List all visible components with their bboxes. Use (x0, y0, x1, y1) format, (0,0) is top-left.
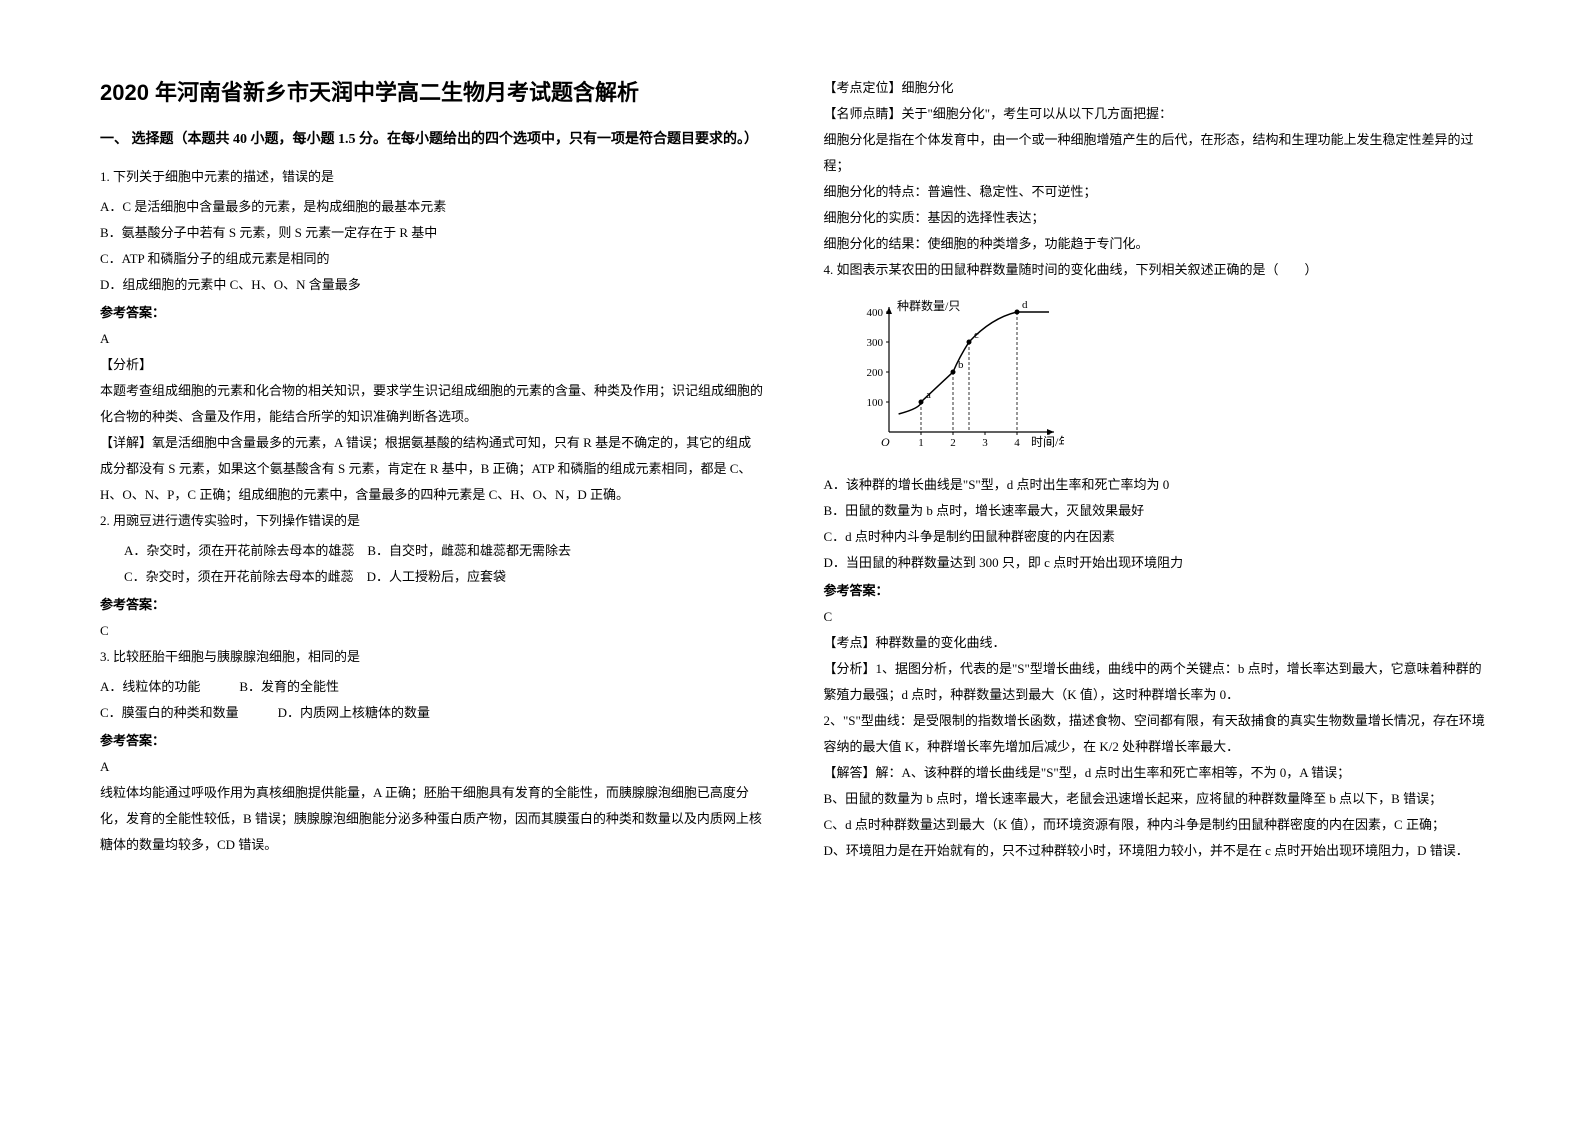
q3-options-ab: A．线粒体的功能 B．发育的全能性 (100, 674, 764, 700)
q2-stem: 2. 用豌豆进行遗传实验时，下列操作错误的是 (100, 508, 764, 534)
q4-l1: 【考点】种群数量的变化曲线． (824, 630, 1488, 656)
q4-l5: B、田鼠的数量为 b 点时，增长速率最大，老鼠会迅速增长起来，应将鼠的种群数量降… (824, 786, 1488, 812)
q4-option-b: B．田鼠的数量为 b 点时，增长速率最大，灭鼠效果最好 (824, 498, 1488, 524)
svg-text:4: 4 (1014, 437, 1020, 449)
q2-answer-label: 参考答案： (100, 592, 764, 618)
q1-option-d: D．组成细胞的元素中 C、H、O、N 含量最多 (100, 272, 764, 298)
col2-l3: 细胞分化是指在个体发育中，由一个或一种细胞增殖产生的后代，在形态，结构和生理功能… (824, 127, 1488, 179)
svg-text:400: 400 (866, 307, 883, 319)
q3-stem: 3. 比较胚胎干细胞与胰腺腺泡细胞，相同的是 (100, 644, 764, 670)
q3-answer: A (100, 754, 764, 780)
q2-options-ab: A．杂交时，须在开花前除去母本的雄蕊 B．自交时，雌蕊和雄蕊都无需除去 (100, 538, 764, 564)
q1-stem: 1. 下列关于细胞中元素的描述，错误的是 (100, 164, 764, 190)
svg-text:c: c (974, 329, 979, 341)
left-column: 2020 年河南省新乡市天润中学高二生物月考试题含解析 一、 选择题（本题共 4… (100, 75, 764, 1047)
q1-option-c: C．ATP 和磷脂分子的组成元素是相同的 (100, 246, 764, 272)
col2-l5: 细胞分化的实质：基因的选择性表达； (824, 205, 1488, 231)
q4-l4: 【解答】解：A、该种群的增长曲线是"S"型，d 点时出生率和死亡率相等，不为 0… (824, 760, 1488, 786)
q2-answer: C (100, 618, 764, 644)
q1-answer: A (100, 326, 764, 352)
q1-option-b: B．氨基酸分子中若有 S 元素，则 S 元素一定存在于 R 基中 (100, 220, 764, 246)
svg-text:300: 300 (866, 337, 883, 349)
q4-l2: 【分析】1、据图分析，代表的是"S"型增长曲线，曲线中的两个关键点：b 点时，增… (824, 656, 1488, 708)
q3-options-cd: C．膜蛋白的种类和数量 D．内质网上核糖体的数量 (100, 700, 764, 726)
right-column: 【考点定位】细胞分化 【名师点睛】关于"细胞分化"，考生可以从以下几方面把握： … (824, 75, 1488, 1047)
col2-l6: 细胞分化的结果：使细胞的种类增多，功能趋于专门化。 (824, 231, 1488, 257)
q4-chart: 10020030040012345O种群数量/只时间/年abcd (844, 297, 1488, 462)
q4-l7: D、环境阻力是在开始就有的，只不过种群较小时，环境阻力较小，并不是在 c 点时开… (824, 838, 1488, 864)
q4-answer-label: 参考答案： (824, 578, 1488, 604)
svg-text:种群数量/只: 种群数量/只 (897, 298, 960, 313)
q4-l3: 2、"S"型曲线：是受限制的指数增长函数，描述食物、空间都有限，有天敌捕食的真实… (824, 708, 1488, 760)
svg-text:100: 100 (866, 397, 883, 409)
q1-detail: 【详解】氧是活细胞中含量最多的元素，A 错误；根据氨基酸的结构通式可知，只有 R… (100, 430, 764, 508)
svg-text:时间/年: 时间/年 (1031, 435, 1064, 449)
q1-analysis-label: 【分析】 (100, 352, 764, 378)
section-header: 一、 选择题（本题共 40 小题，每小题 1.5 分。在每小题给出的四个选项中，… (100, 127, 764, 152)
svg-text:d: d (1022, 299, 1028, 311)
q4-option-c: C．d 点时种内斗争是制约田鼠种群密度的内在因素 (824, 524, 1488, 550)
q4-l6: C、d 点时种群数量达到最大（K 值），而环境资源有限，种内斗争是制约田鼠种群密… (824, 812, 1488, 838)
q3-analysis: 线粒体均能通过呼吸作用为真核细胞提供能量，A 正确；胚胎干细胞具有发育的全能性，… (100, 780, 764, 858)
q1-answer-label: 参考答案： (100, 300, 764, 326)
q4-option-d: D．当田鼠的种群数量达到 300 只，即 c 点时开始出现环境阻力 (824, 550, 1488, 576)
q3-answer-label: 参考答案： (100, 728, 764, 754)
col2-l1: 【考点定位】细胞分化 (824, 75, 1488, 101)
q2-options-cd: C．杂交时，须在开花前除去母本的雌蕊 D．人工授粉后，应套袋 (100, 564, 764, 590)
svg-text:1: 1 (918, 437, 924, 449)
svg-text:O: O (881, 435, 890, 449)
svg-text:3: 3 (982, 437, 988, 449)
col2-l2: 【名师点睛】关于"细胞分化"，考生可以从以下几方面把握： (824, 101, 1488, 127)
q4-stem: 4. 如图表示某农田的田鼠种群数量随时间的变化曲线，下列相关叙述正确的是（ ） (824, 257, 1488, 283)
svg-text:200: 200 (866, 367, 883, 379)
svg-text:a: a (926, 389, 931, 401)
population-chart-svg: 10020030040012345O种群数量/只时间/年abcd (844, 297, 1064, 457)
q1-analysis: 本题考查组成细胞的元素和化合物的相关知识，要求学生识记组成细胞的元素的含量、种类… (100, 378, 764, 430)
col2-l4: 细胞分化的特点：普遍性、稳定性、不可逆性； (824, 179, 1488, 205)
svg-text:2: 2 (950, 437, 956, 449)
svg-text:b: b (958, 359, 964, 371)
q4-option-a: A．该种群的增长曲线是"S"型，d 点时出生率和死亡率均为 0 (824, 472, 1488, 498)
q1-option-a: A．C 是活细胞中含量最多的元素，是构成细胞的最基本元素 (100, 194, 764, 220)
q4-answer: C (824, 604, 1488, 630)
page-title: 2020 年河南省新乡市天润中学高二生物月考试题含解析 (100, 75, 764, 107)
